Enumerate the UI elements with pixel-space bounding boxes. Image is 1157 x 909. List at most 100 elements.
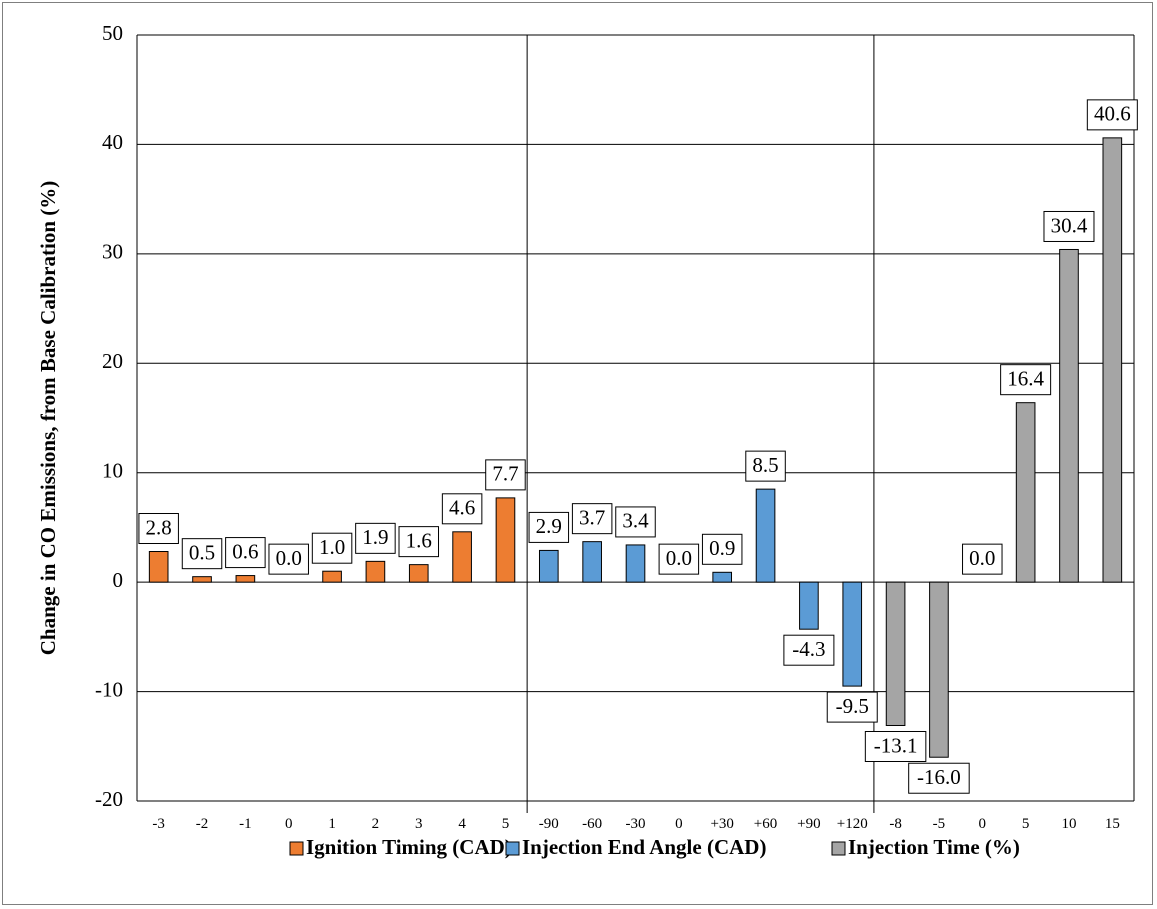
x-tick-label: +90 (797, 816, 820, 832)
data-label: 3.7 (571, 503, 613, 535)
legend-swatch (289, 841, 304, 856)
bar (495, 497, 516, 583)
data-label-box (908, 762, 970, 794)
data-label-box (571, 503, 613, 535)
data-label-box (181, 538, 223, 570)
legend-label: Ignition Timing (CAD) (306, 835, 512, 859)
x-tick-label: -30 (626, 816, 646, 832)
data-label: 0.9 (701, 533, 743, 565)
y-tick-label: 0 (113, 568, 124, 592)
data-label-text: 30.4 (1051, 213, 1088, 237)
legend-item: Injection End Angle (CAD) (505, 835, 766, 859)
x-tick-label: +30 (710, 816, 733, 832)
y-tick-label: -10 (95, 677, 123, 701)
data-label: -9.5 (826, 691, 878, 723)
bar (1059, 248, 1079, 583)
x-tick-label: 5 (1022, 816, 1030, 832)
data-label-text: -13.1 (874, 733, 918, 757)
y-tick-label: 10 (102, 459, 123, 483)
bar (712, 571, 733, 583)
y-tick-label: -20 (95, 787, 123, 811)
data-label-text: 2.9 (536, 514, 562, 538)
x-tick-label: -1 (239, 816, 252, 832)
x-tick-label: 0 (285, 816, 293, 832)
bar (885, 581, 906, 726)
data-label-box (962, 543, 1003, 575)
legend-swatch (831, 841, 846, 856)
data-label-box (1043, 210, 1095, 242)
x-tick-label: 5 (502, 816, 510, 832)
x-tick-label: 10 (1061, 816, 1076, 832)
x-tick-label: -5 (933, 816, 946, 832)
data-label: 4.6 (441, 493, 483, 525)
data-label-text: 0.0 (666, 546, 692, 570)
data-label-box (528, 511, 570, 543)
data-label: 0.6 (225, 537, 266, 569)
data-label-text: 1.6 (406, 528, 432, 552)
x-axis-ticks: -3 -2 -1 0 1 2 3 4 5 -90 -60 -30 0 +30 +60 +90 +120 -8 -5 0… (152, 816, 1119, 832)
data-label-text: -4.3 (792, 637, 825, 661)
x-tick-label: 0 (979, 816, 987, 832)
data-label-box (485, 459, 526, 491)
data-label-box (1086, 99, 1138, 131)
bar (582, 541, 602, 583)
data-label-box (398, 526, 440, 558)
data-label-text: -9.5 (836, 694, 869, 718)
data-label: 0.0 (962, 543, 1003, 575)
bars (148, 137, 1123, 758)
x-tick-label: 3 (415, 816, 423, 832)
data-label: -13.1 (864, 730, 927, 762)
bar (452, 531, 472, 583)
data-label: 16.4 (1000, 364, 1052, 396)
data-label-box (745, 450, 786, 482)
data-label-text: 0.0 (969, 546, 995, 570)
data-label: 0.0 (268, 543, 309, 575)
y-tick-label: 40 (102, 130, 123, 154)
bar (1102, 137, 1123, 583)
data-label-box (658, 543, 700, 575)
data-label: -4.3 (783, 634, 835, 666)
data-label: 0.0 (658, 543, 700, 575)
data-label: 3.4 (615, 506, 656, 538)
bar (842, 581, 863, 687)
bar (235, 575, 256, 583)
data-label-text: 3.7 (579, 505, 605, 529)
x-tick-label: 2 (372, 816, 380, 832)
bar (625, 544, 646, 583)
x-tick-label: +120 (837, 816, 868, 832)
legend-item: Injection Time (%) (831, 835, 1020, 859)
bar (538, 549, 559, 583)
gridlines (136, 34, 1135, 813)
data-label-text: 3.4 (622, 509, 649, 533)
bar (365, 560, 386, 583)
legend-swatch (505, 841, 520, 856)
x-tick-label: +60 (754, 816, 777, 832)
data-label: 1.9 (355, 522, 396, 554)
data-label-text: 1.9 (362, 525, 388, 549)
data-label-text: 4.6 (449, 496, 475, 520)
data-label-box (138, 513, 179, 545)
data-label: 40.6 (1086, 99, 1138, 131)
legend: Ignition Timing (CAD) Injection End Angle… (289, 835, 1020, 859)
x-tick-label: -2 (196, 816, 209, 832)
bar (322, 570, 342, 583)
x-tick-label: 4 (458, 816, 466, 832)
data-label-text: 8.5 (752, 453, 778, 477)
data-label-text: 16.4 (1007, 366, 1044, 390)
data-label: 7.7 (485, 459, 526, 491)
bar (148, 551, 169, 583)
bar (929, 581, 949, 758)
data-label-box (268, 543, 309, 575)
y-tick-label: 30 (102, 240, 123, 264)
y-axis-label: Change in CO Emissions, from Base Calibr… (36, 181, 60, 655)
data-label: 1.0 (311, 532, 353, 564)
data-label-text: 0.6 (232, 539, 258, 563)
x-tick-label: 15 (1105, 816, 1120, 832)
data-label: 0.5 (181, 538, 223, 570)
data-label-text: 40.6 (1094, 102, 1131, 126)
data-label-box (864, 730, 927, 762)
data-label-text: 0.0 (276, 546, 302, 570)
bar (1015, 402, 1036, 583)
